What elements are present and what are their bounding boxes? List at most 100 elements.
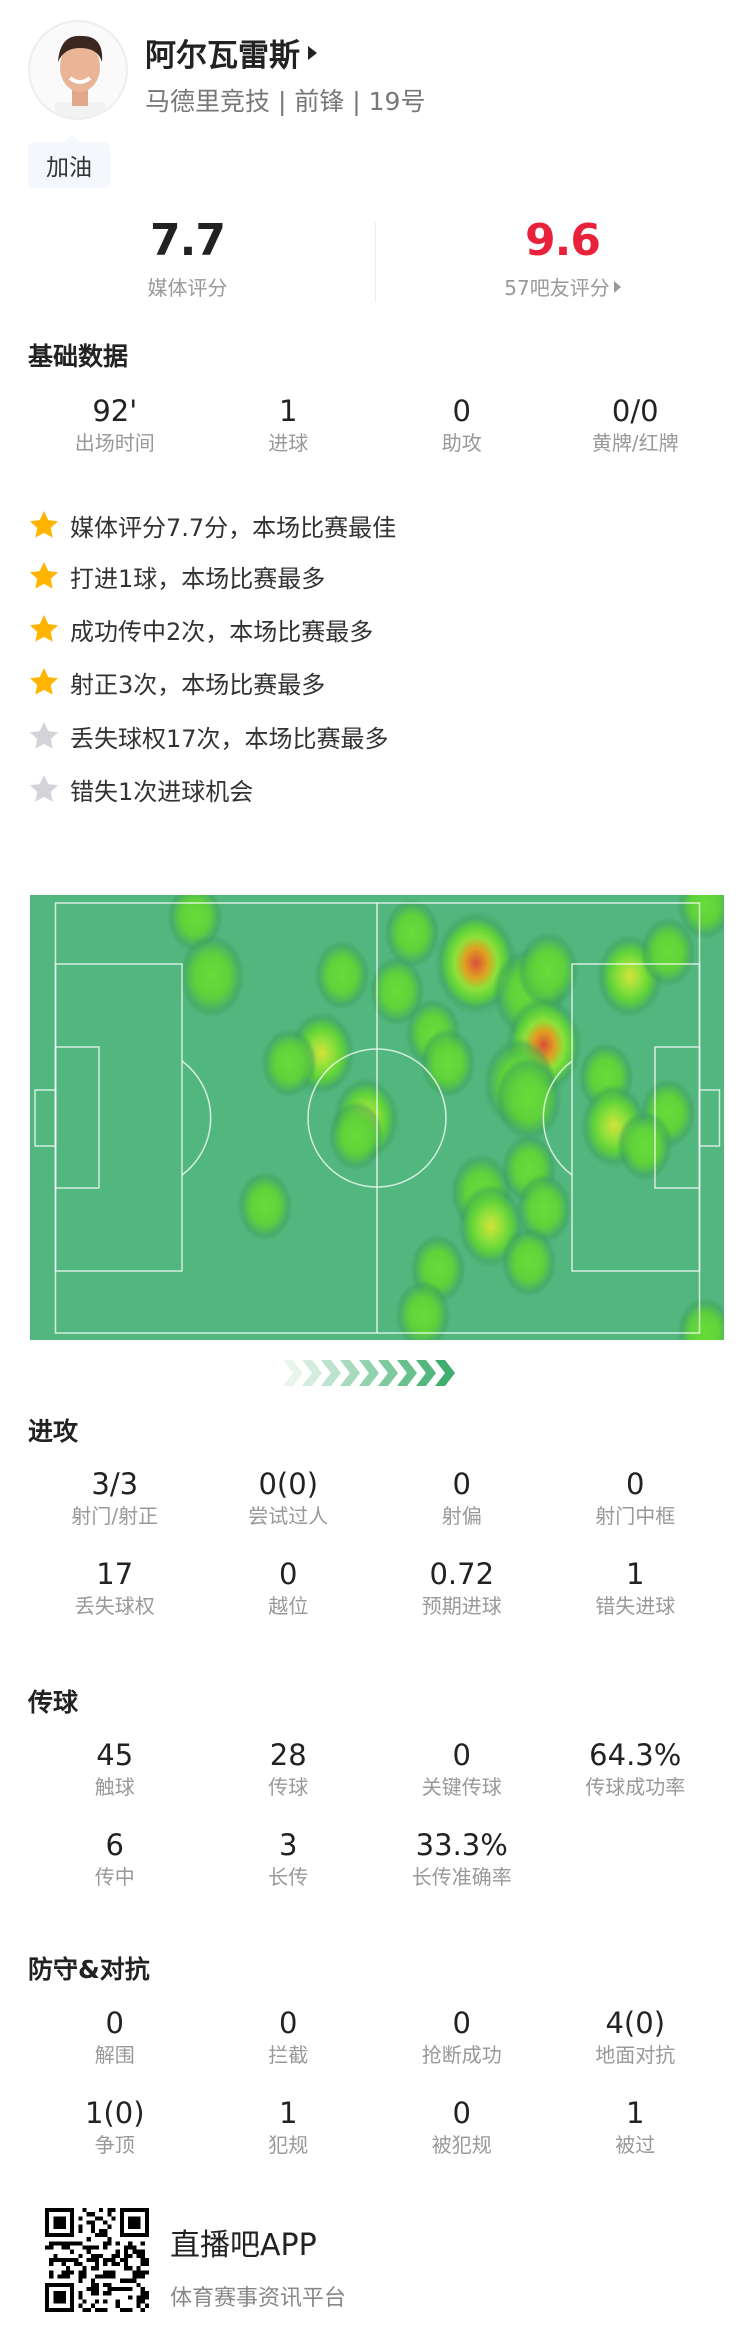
basic-title: 基础数据 [28,342,129,371]
stat-item: 0(0) 尝试过人 [202,1466,376,1530]
stat-label: 预期进球 [421,1594,502,1618]
stat-value: 1 [626,2096,645,2130]
heatmap-spot [500,1227,557,1298]
stat-item: 0 被犯规 [375,2095,549,2159]
left-penalty-arc [181,1060,212,1176]
player-name-link[interactable]: 阿尔瓦雷斯 [145,30,317,75]
right-goal [698,1089,721,1147]
stat-item: 3/3 射门/射正 [28,1466,202,1530]
chevron-icon [302,1360,322,1386]
stat-value: 0 [279,2006,298,2040]
rating-divider [375,222,376,302]
heatmap-spot [328,1100,385,1171]
stat-item: 1 错失进球 [549,1556,723,1620]
right-penalty-box [571,963,701,1272]
stat-item: 28 传球 [202,1737,376,1801]
stat-label: 传球 [268,1775,309,1799]
stat-value: 6 [105,1828,124,1862]
chevron-icon [378,1360,398,1386]
chevron-icon [435,1360,455,1386]
stat-item: 1 犯规 [202,2095,376,2159]
highlight-item: 丢失球权17次，本场比赛最多 [28,718,389,754]
stat-label: 射门/射正 [71,1504,159,1528]
stat-item: 4(0) 地面对抗 [549,2005,723,2069]
star-icon [30,668,58,695]
stat-label: 射门中框 [595,1504,676,1528]
cheer-button[interactable]: 加油 [28,134,110,188]
stat-item: 0 拦截 [202,2005,376,2069]
stat-label: 长传 [268,1865,309,1889]
highlight-text: 射正3次，本场比赛最多 [70,670,326,699]
heatmap-spot [178,934,246,1019]
highlight-text: 丢失球权17次，本场比赛最多 [70,724,389,753]
stat-value: 33.3% [415,1828,508,1862]
stat-label: 进球 [268,431,309,455]
stat-item: 0 抢断成功 [375,2005,549,2069]
stat-item: 6 传中 [28,1827,202,1891]
stat-value: 0 [452,394,471,428]
left-goal [34,1089,57,1147]
right-goal-area [654,1046,701,1189]
stat-item: 0 射门中框 [549,1466,723,1530]
attack-direction-chevrons-icon [283,1360,455,1386]
stat-value: 64.3% [589,1738,682,1772]
chevron-icon [340,1360,360,1386]
stat-item: 0 射偏 [375,1466,549,1530]
stat-item: 1 被过 [549,2095,723,2159]
player-name: 阿尔瓦雷斯 [145,38,300,74]
stat-label: 犯规 [268,2133,309,2157]
stat-label: 丢失球权 [74,1594,155,1618]
stat-value: 45 [96,1738,134,1772]
stat-item: 92' 出场时间 [28,393,202,457]
media-rating: 7.7 媒体评分 [0,215,375,301]
pitch-lines [34,902,721,1334]
stat-label: 射偏 [441,1504,482,1528]
chevron-icon [283,1360,303,1386]
stat-item: 33.3% 长传准确率 [375,1827,549,1891]
caret-right-icon [613,280,621,293]
left-goal-area [54,1046,100,1189]
qr-code [45,2208,149,2312]
highlight-text: 错失1次进球机会 [70,777,254,806]
center-circle [307,1048,447,1188]
stat-label: 抢断成功 [421,2043,502,2067]
left-penalty-box [54,963,183,1272]
stat-value: 0 [279,1557,298,1591]
stat-value: 0/0 [611,394,659,428]
basic-stats: 92' 出场时间 1 进球 0 助攻 0/0 黄牌/红牌 [28,393,722,457]
fan-rating-label: 57吧友评分 [504,276,610,300]
highlight-item: 错失1次进球机会 [28,771,253,807]
highlight-item: 射正3次，本场比赛最多 [28,664,325,700]
stat-item: 0 越位 [202,1556,376,1620]
stat-label: 助攻 [441,431,482,455]
stat-item: 3 长传 [202,1827,376,1891]
stat-label: 地面对抗 [595,2043,676,2067]
caret-right-icon [308,45,317,60]
stat-item: 1(0) 争顶 [28,2095,202,2159]
fan-rating[interactable]: 9.6 57吧友评分 [375,215,750,301]
stat-value: 1 [279,394,298,428]
heatmap-spot [616,1110,673,1181]
stat-value: 3/3 [91,1467,139,1501]
fan-rating-value: 9.6 [525,215,601,266]
stat-item: 17 丢失球权 [28,1556,202,1620]
defense-stats: 0 解围 0 拦截 0 抢断成功 4(0) 地面对抗 1(0) 争顶 1 犯规 0 被犯规 1 被过 [28,2005,722,2159]
stat-label: 被过 [615,2133,656,2157]
heatmap-spot [495,1057,563,1142]
stat-value: 92' [92,394,138,428]
stat-item: 0.72 预期进球 [375,1556,549,1620]
app-name: 直播吧APP [170,2228,317,2263]
star-icon [30,562,58,589]
stat-label: 拦截 [268,2043,309,2067]
stat-value: 0 [452,1738,471,1772]
chevron-icon [416,1360,436,1386]
stat-item: 64.3% 传球成功率 [549,1737,723,1801]
heatmap-spot [395,1280,452,1340]
stat-value: 0(0) [258,1467,319,1501]
player-avatar[interactable] [28,20,128,120]
stat-label: 越位 [268,1594,309,1618]
player-photo [55,35,105,118]
stat-value: 4(0) [605,2006,666,2040]
star-icon [30,615,58,642]
stat-label: 出场时间 [74,431,155,455]
